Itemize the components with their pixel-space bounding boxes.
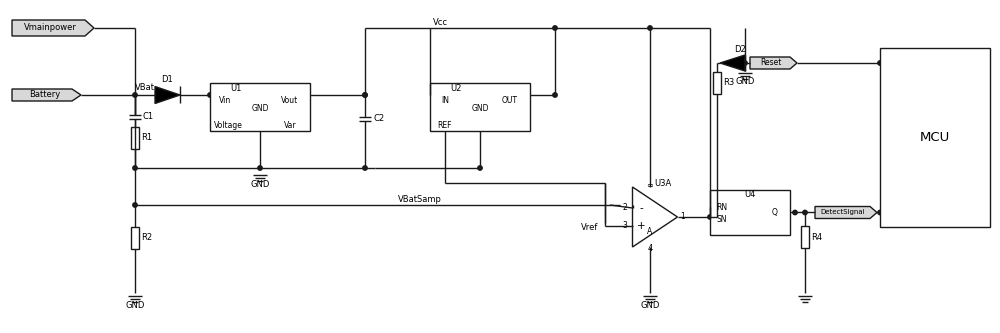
Text: D1: D1 bbox=[161, 76, 173, 85]
Text: R2: R2 bbox=[141, 233, 153, 242]
Circle shape bbox=[258, 166, 262, 170]
Text: Var: Var bbox=[284, 122, 296, 131]
Circle shape bbox=[133, 203, 137, 207]
Text: Reset: Reset bbox=[760, 59, 782, 68]
Text: SN: SN bbox=[717, 215, 727, 224]
Circle shape bbox=[133, 166, 137, 170]
Polygon shape bbox=[750, 57, 797, 69]
Text: GND: GND bbox=[735, 78, 755, 87]
Text: Battery: Battery bbox=[29, 91, 61, 100]
Text: D2: D2 bbox=[734, 46, 746, 55]
Bar bbox=[430, 83, 530, 131]
Circle shape bbox=[878, 210, 882, 215]
Text: VBatSamp: VBatSamp bbox=[398, 195, 442, 204]
Text: 1: 1 bbox=[680, 212, 685, 221]
Text: A: A bbox=[647, 227, 653, 236]
Circle shape bbox=[553, 26, 557, 30]
Text: OUT: OUT bbox=[502, 97, 518, 106]
Polygon shape bbox=[12, 20, 94, 36]
Text: GND: GND bbox=[640, 300, 660, 309]
Circle shape bbox=[363, 93, 367, 97]
Circle shape bbox=[363, 93, 367, 97]
Text: ∞: ∞ bbox=[646, 181, 654, 190]
Text: REF: REF bbox=[438, 122, 452, 131]
Text: U2: U2 bbox=[450, 84, 461, 93]
Bar bbox=[880, 48, 990, 227]
Circle shape bbox=[708, 215, 712, 219]
Text: Voltage: Voltage bbox=[214, 122, 242, 131]
Text: GND: GND bbox=[250, 180, 270, 189]
Text: U3A: U3A bbox=[654, 179, 672, 188]
Text: Vref: Vref bbox=[581, 223, 599, 232]
Text: 4: 4 bbox=[647, 244, 653, 253]
Circle shape bbox=[208, 93, 212, 97]
Polygon shape bbox=[720, 55, 745, 71]
Circle shape bbox=[648, 26, 652, 30]
Text: R3: R3 bbox=[723, 79, 735, 88]
Bar bbox=[131, 227, 139, 249]
Polygon shape bbox=[815, 206, 877, 218]
Text: Vout: Vout bbox=[281, 97, 299, 106]
Circle shape bbox=[133, 93, 137, 97]
Text: 3: 3 bbox=[623, 221, 628, 230]
Text: C1: C1 bbox=[142, 113, 154, 122]
Bar bbox=[131, 127, 139, 149]
Circle shape bbox=[743, 61, 747, 65]
Bar bbox=[713, 72, 721, 94]
Circle shape bbox=[793, 210, 797, 215]
Text: MCU: MCU bbox=[920, 131, 950, 144]
Circle shape bbox=[553, 93, 557, 97]
Polygon shape bbox=[633, 187, 678, 247]
Text: 2: 2 bbox=[623, 203, 628, 212]
Bar bbox=[210, 83, 310, 131]
Text: GND: GND bbox=[251, 105, 269, 114]
Text: -: - bbox=[640, 203, 643, 213]
Circle shape bbox=[478, 166, 482, 170]
Text: Vmainpower: Vmainpower bbox=[24, 24, 76, 33]
Bar bbox=[710, 190, 790, 235]
Text: GND: GND bbox=[125, 300, 145, 309]
Text: IN: IN bbox=[441, 97, 449, 106]
Text: Q: Q bbox=[772, 208, 778, 217]
Text: R1: R1 bbox=[141, 134, 153, 143]
Text: +: + bbox=[637, 221, 646, 231]
Text: VBat: VBat bbox=[135, 84, 155, 93]
Text: GND: GND bbox=[471, 105, 489, 114]
Text: U1: U1 bbox=[230, 84, 241, 93]
Text: DetectSignal: DetectSignal bbox=[821, 209, 865, 215]
Polygon shape bbox=[12, 89, 81, 101]
Polygon shape bbox=[155, 87, 180, 104]
Text: U4: U4 bbox=[744, 190, 756, 199]
Text: Vin: Vin bbox=[219, 97, 231, 106]
Text: C2: C2 bbox=[373, 115, 385, 124]
Circle shape bbox=[878, 61, 882, 65]
Bar bbox=[801, 226, 809, 248]
Text: R4: R4 bbox=[811, 233, 823, 242]
Text: Vcc: Vcc bbox=[432, 19, 448, 28]
Circle shape bbox=[803, 210, 807, 215]
Text: RN: RN bbox=[716, 202, 728, 211]
Circle shape bbox=[363, 166, 367, 170]
